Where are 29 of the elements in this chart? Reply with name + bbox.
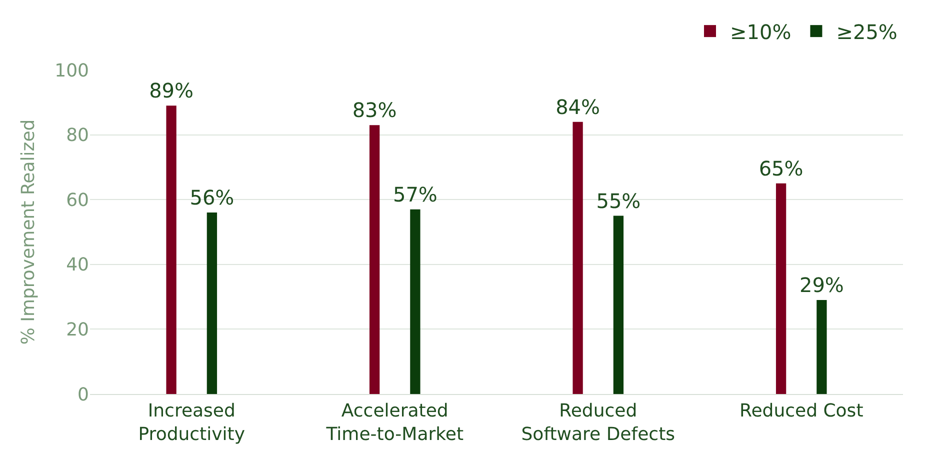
x-tick-label: Reduced Cost [740, 400, 864, 422]
data-label: 29% [799, 273, 844, 298]
bar [206, 212, 218, 394]
data-label: 84% [556, 94, 600, 119]
bar [410, 209, 420, 394]
y-tick-label: 60 [66, 190, 89, 211]
y-tick-label: 100 [54, 60, 89, 82]
legend-label: ≥25% [836, 20, 898, 44]
data-label: 56% [190, 186, 234, 210]
y-tick-label: 0 [78, 384, 89, 406]
bar [166, 106, 176, 394]
bar [776, 183, 786, 394]
x-tick-label: Accelerated Time-to-Market [325, 400, 464, 445]
bar [369, 125, 380, 394]
y-axis-title: % Improvement Realized [18, 119, 39, 345]
bar [572, 122, 583, 394]
data-label: 57% [392, 182, 438, 206]
y-tick-label: 20 [66, 320, 89, 340]
data-label: 55% [596, 188, 641, 213]
bar [613, 216, 624, 394]
y-tick-label: 80 [66, 125, 89, 146]
data-label: 83% [352, 98, 397, 122]
y-tick-label: 40 [66, 254, 89, 276]
legend-label: ≥10% [730, 20, 792, 44]
data-label: 65% [758, 156, 804, 180]
x-tick-label: Reduced Software Defects [521, 400, 676, 445]
data-label: 89% [149, 78, 194, 103]
bar [816, 300, 827, 394]
x-tick-label: Increased Productivity [138, 400, 246, 445]
